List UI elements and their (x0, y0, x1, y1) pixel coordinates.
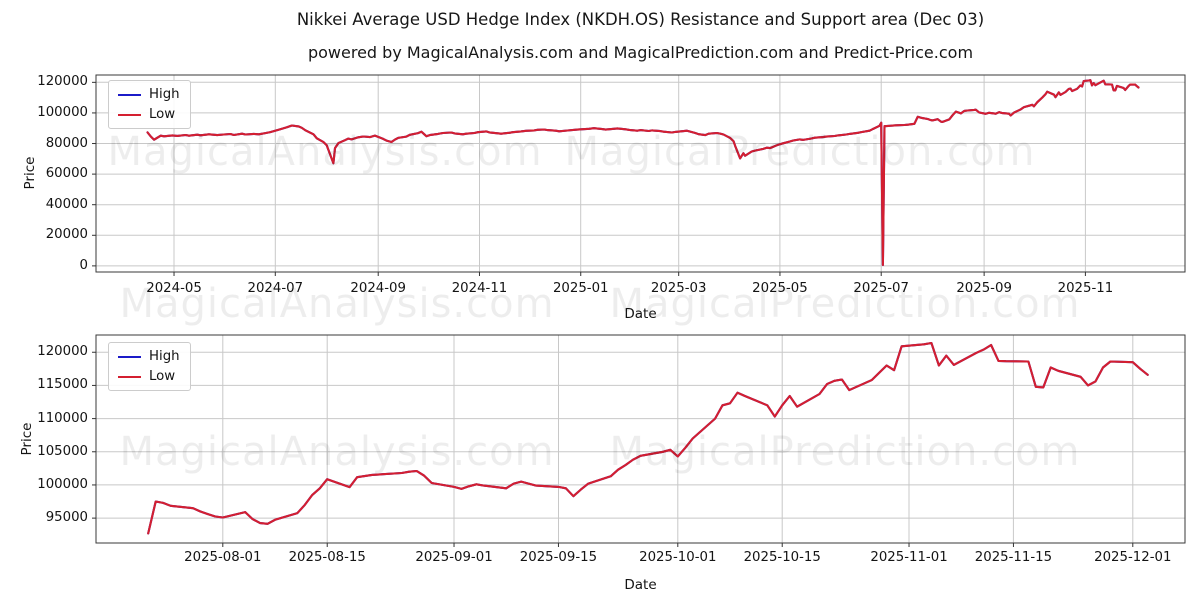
legend-label: High (149, 349, 180, 364)
legend-item-high: High (118, 348, 180, 365)
y-tick-label: 60000 (45, 166, 88, 182)
y-tick-label: 95000 (45, 510, 88, 526)
x-axis-label-top: Date (624, 306, 657, 322)
x-tick-label: 2025-09-01 (415, 550, 493, 565)
legend-label: Low (149, 369, 176, 384)
series-line-low (146, 79, 1140, 267)
chart-title: Nikkei Average USD Hedge Index (NKDH.OS)… (296, 10, 985, 29)
plot-border (95, 74, 1186, 273)
x-tick-label: 2025-09-15 (519, 550, 598, 565)
legend-item-low: Low (118, 106, 180, 123)
y-tick-label: 120000 (37, 74, 88, 90)
x-tick-label: 2025-08-01 (184, 550, 262, 565)
y-tick-label: 100000 (37, 104, 88, 120)
y-tick-label: 115000 (37, 377, 88, 393)
x-tick-label: 2025-08-15 (288, 550, 366, 565)
legend-label: High (149, 87, 180, 102)
legend-line-low-icon (118, 375, 141, 378)
x-tick-label: 2025-11-15 (974, 550, 1053, 565)
x-tick-label: 2025-11-01 (870, 550, 948, 565)
legend-line-high-icon (118, 93, 141, 96)
watermark-analysis: MagicalAnalysis.com (119, 429, 555, 475)
legend-item-low: Low (118, 368, 180, 385)
y-tick-label: 40000 (45, 196, 88, 212)
legend-line-low-icon (118, 113, 141, 116)
legend: High Low (108, 342, 191, 391)
y-tick-label: 105000 (37, 443, 88, 459)
x-tick-label: 2024-09 (350, 281, 406, 296)
x-tick-label: 2025-01 (552, 281, 609, 296)
x-tick-label: 2025-10-15 (743, 550, 821, 565)
legend-item-high: High (118, 86, 180, 103)
chart-subtitle: powered by MagicalAnalysis.com and Magic… (307, 43, 974, 62)
x-tick-label: 2024-11 (451, 281, 508, 296)
plot-border (95, 334, 1186, 544)
series-line-low (147, 341, 1149, 535)
x-tick-label: 2025-10-01 (639, 550, 717, 565)
legend: High Low (108, 80, 191, 129)
x-tick-label: 2025-12-01 (1094, 550, 1172, 565)
x-axis-label-bottom: Date (624, 577, 657, 593)
watermark-analysis: MagicalAnalysis.com (107, 129, 543, 175)
y-tick-label: 110000 (37, 410, 88, 426)
y-tick-label: 0 (79, 257, 88, 273)
y-tick-label: 100000 (37, 476, 88, 492)
x-tick-label: 2025-09 (956, 281, 1012, 296)
x-tick-label: 2025-03 (650, 281, 707, 296)
y-tick-label: 120000 (37, 344, 88, 360)
x-tick-label: 2024-05 (146, 281, 202, 296)
x-tick-label: 2025-07 (853, 281, 909, 296)
watermark-prediction: MagicalPrediction.com (609, 429, 1081, 475)
legend-line-high-icon (118, 355, 141, 358)
watermark-analysis: MagicalAnalysis.com (119, 281, 555, 327)
x-tick-label: 2025-11 (1057, 281, 1114, 296)
y-tick-label: 80000 (45, 135, 88, 151)
watermark-prediction: MagicalPrediction.com (564, 129, 1036, 175)
x-tick-label: 2024-07 (247, 281, 304, 296)
y-tick-label: 20000 (45, 227, 88, 243)
watermark-prediction: MagicalPrediction.com (609, 281, 1081, 327)
legend-label: Low (149, 107, 176, 122)
x-tick-label: 2025-05 (752, 281, 808, 296)
